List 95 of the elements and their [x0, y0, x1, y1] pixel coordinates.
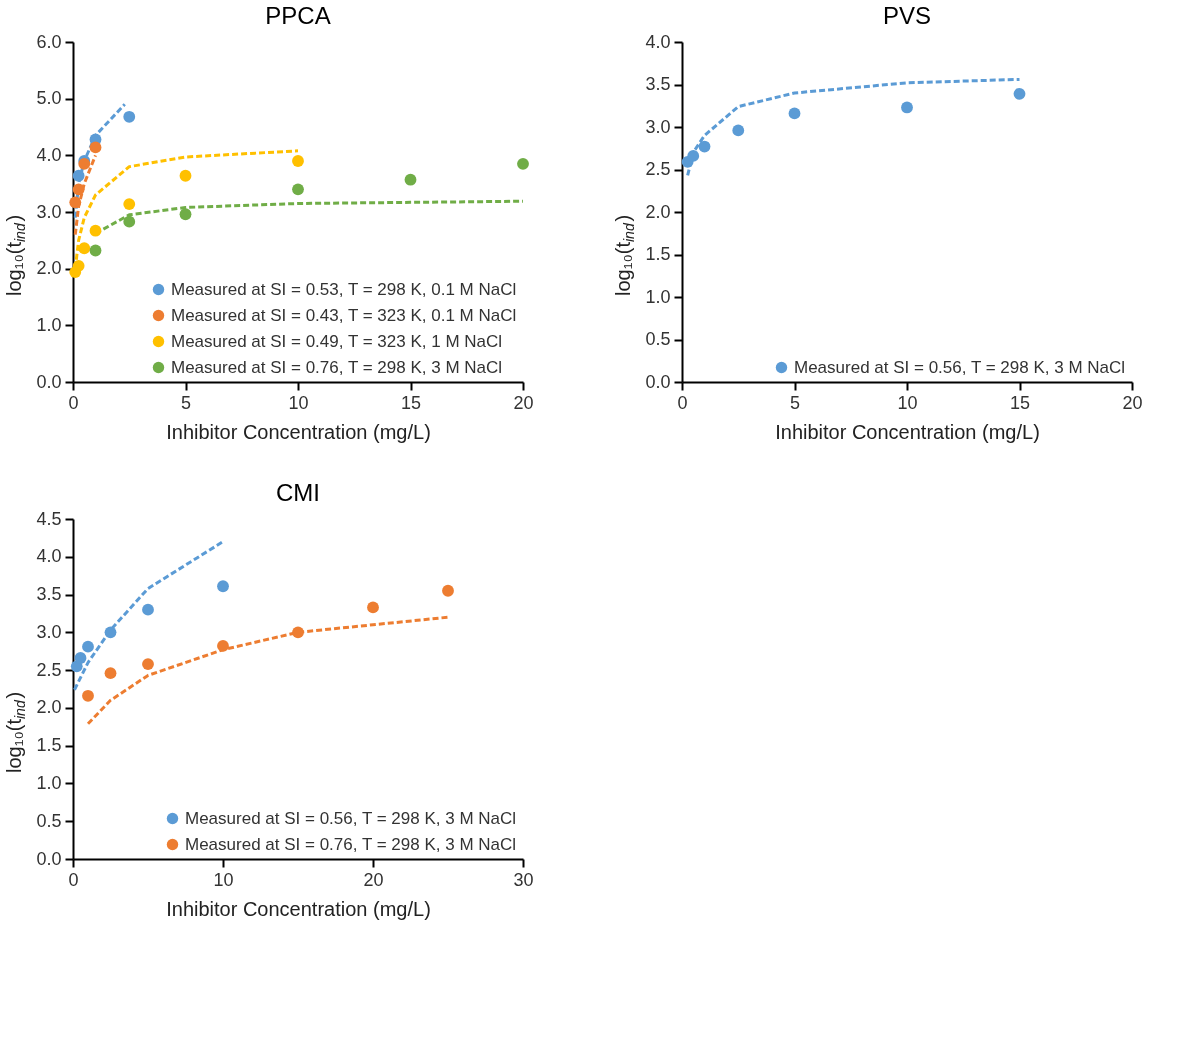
y-tick-label: 1.5: [645, 244, 671, 264]
y-tick-label: 2.5: [36, 659, 62, 680]
y-axis-title: log₁₀(tind): [3, 691, 28, 773]
point: [367, 601, 379, 614]
y-tick-label: 3.0: [645, 116, 671, 137]
chart-title: PPCA: [265, 2, 331, 29]
legend-label: Measured at SI = 0.43, T = 323 K, 0.1 M NaCl: [171, 305, 517, 325]
point: [1013, 87, 1026, 100]
x-tick-label: 10: [213, 869, 234, 890]
point: [698, 140, 711, 153]
point: [72, 259, 85, 272]
y-tick-label: 1.0: [36, 314, 62, 335]
point: [123, 110, 136, 123]
y-tick-label: 4.0: [36, 546, 62, 567]
point: [82, 689, 94, 702]
x-tick-label: 5: [180, 392, 192, 413]
y-tick-label: 2.0: [36, 258, 62, 279]
y-axis-title: log₁₀(tind): [3, 214, 28, 296]
point: [292, 155, 304, 167]
x-tick-label: 15: [400, 392, 422, 413]
y-tick-label: 4.5: [36, 508, 62, 529]
x-tick-label: 10: [897, 392, 918, 413]
x-tick-label: 5: [789, 392, 801, 413]
x-axis-title: Inhibitor Concentration (mg/L): [166, 897, 431, 920]
y-tick-label: 2.5: [645, 159, 671, 179]
point: [142, 603, 154, 616]
point: [89, 244, 102, 257]
point: [82, 640, 94, 653]
chart-title: CMI: [276, 479, 320, 506]
x-tick-label: 20: [363, 869, 384, 890]
x-tick-label: 20: [1122, 392, 1143, 413]
y-tick-label: 0.5: [645, 329, 671, 349]
legend-label: Measured at SI = 0.76, T = 298 K, 3 M NaCl: [171, 357, 503, 377]
point: [732, 124, 745, 137]
legend-label: Measured at SI = 0.49, T = 323 K, 1 M NaCl: [171, 331, 503, 351]
y-tick-label: 3.5: [36, 584, 62, 605]
y-tick-label: 2.0: [36, 697, 62, 718]
y-tick-label: 1.0: [645, 286, 671, 307]
point: [687, 150, 700, 162]
y-axis-title: log₁₀(tind): [612, 214, 637, 296]
x-tick-label: 20: [513, 392, 534, 413]
y-tick-label: 1.5: [36, 735, 62, 756]
point: [179, 169, 192, 182]
point: [72, 183, 85, 196]
y-tick-label: 0.0: [36, 848, 62, 869]
point: [517, 157, 529, 170]
x-tick-label: 30: [513, 869, 534, 890]
point: [74, 652, 87, 664]
x-tick-label: 0: [677, 392, 688, 413]
point: [89, 224, 102, 237]
x-axis-title: Inhibitor Concentration (mg/L): [775, 420, 1040, 443]
point: [104, 667, 117, 680]
y-tick-label: 5.0: [36, 88, 62, 109]
point: [788, 107, 801, 120]
x-tick-label: 0: [68, 392, 79, 413]
line-series: [73, 540, 225, 692]
y-tick-label: 0.0: [645, 371, 671, 392]
legend-label: Measured at SI = 0.56, T = 298 K, 3 M NaCl: [185, 808, 517, 828]
point: [292, 626, 304, 639]
legend-label: Measured at SI = 0.53, T = 298 K, 0.1 M NaCl: [171, 279, 517, 299]
legend-label: Measured at SI = 0.56, T = 298 K, 3 M NaCl: [794, 357, 1126, 377]
chart-title: PVS: [882, 2, 932, 29]
y-tick-label: 6.0: [36, 31, 62, 52]
x-tick-label: 10: [288, 392, 309, 413]
x-tick-label: 15: [1009, 392, 1031, 413]
point: [442, 584, 454, 597]
line-series: [86, 615, 450, 726]
y-tick-label: 0.5: [36, 810, 62, 831]
point: [123, 215, 136, 228]
line-series: [73, 102, 127, 220]
y-tick-label: 4.0: [36, 144, 62, 165]
y-tick-label: 3.5: [645, 74, 671, 94]
point: [78, 242, 91, 255]
point: [217, 580, 229, 593]
y-tick-label: 3.0: [36, 201, 62, 222]
point: [142, 658, 154, 670]
y-tick-label: 1.0: [36, 772, 62, 793]
point: [217, 640, 229, 652]
y-tick-label: 3.0: [36, 621, 62, 642]
point: [123, 198, 136, 210]
point: [89, 141, 102, 154]
point: [69, 196, 82, 209]
point: [72, 169, 85, 182]
point: [179, 208, 192, 221]
y-tick-label: 4.0: [645, 31, 671, 52]
line-series: [686, 77, 1021, 177]
point: [404, 173, 417, 186]
legend-label: Measured at SI = 0.76, T = 298 K, 3 M NaCl: [185, 834, 517, 854]
x-tick-label: 0: [68, 869, 79, 890]
y-tick-label: 2.0: [645, 201, 671, 222]
x-axis-title: Inhibitor Concentration (mg/L): [166, 420, 431, 443]
point: [901, 101, 913, 114]
point: [104, 626, 117, 639]
y-tick-label: 0.0: [36, 371, 62, 392]
point: [292, 183, 304, 196]
